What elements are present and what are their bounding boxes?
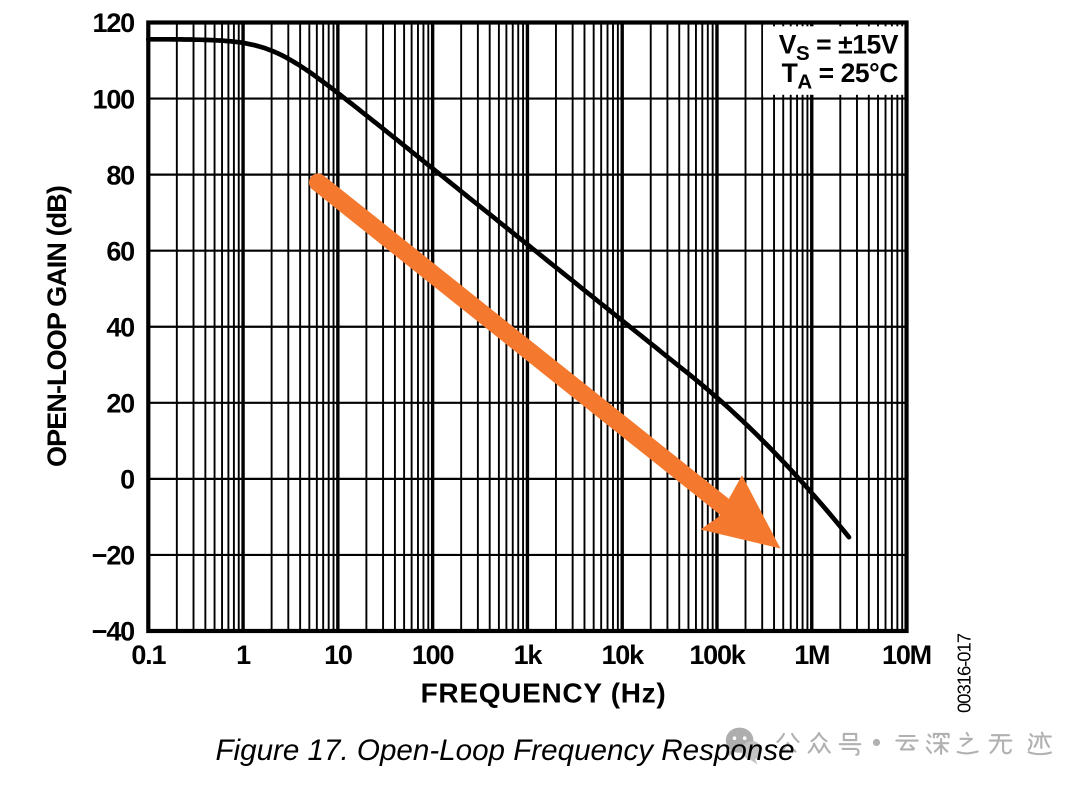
svg-text:−20: −20: [92, 541, 134, 571]
svg-text:20: 20: [106, 389, 134, 419]
svg-text:0: 0: [120, 465, 134, 495]
svg-text:0.1: 0.1: [131, 640, 166, 670]
svg-text:60: 60: [106, 236, 134, 266]
svg-text:100: 100: [93, 84, 135, 114]
svg-text:80: 80: [106, 160, 134, 190]
svg-text:1M: 1M: [794, 640, 829, 670]
svg-text:OPEN-LOOP GAIN (dB): OPEN-LOOP GAIN (dB): [42, 186, 72, 467]
svg-text:00316-017: 00316-017: [954, 633, 975, 713]
svg-text:Figure 17. Open-Loop Frequency: Figure 17. Open-Loop Frequency Response: [215, 734, 794, 767]
svg-text:TA = 25°C: TA = 25°C: [782, 58, 899, 94]
svg-text:1k: 1k: [514, 640, 544, 670]
svg-text:120: 120: [93, 8, 135, 38]
svg-text:1: 1: [236, 640, 251, 670]
svg-text:10k: 10k: [601, 640, 645, 670]
svg-text:40: 40: [106, 312, 134, 342]
svg-text:FREQUENCY (Hz): FREQUENCY (Hz): [421, 678, 667, 709]
svg-text:10M: 10M: [882, 640, 931, 670]
svg-text:10: 10: [324, 640, 352, 670]
svg-text:−40: −40: [92, 617, 134, 647]
svg-text:100: 100: [412, 640, 454, 670]
svg-text:100k: 100k: [689, 640, 746, 670]
